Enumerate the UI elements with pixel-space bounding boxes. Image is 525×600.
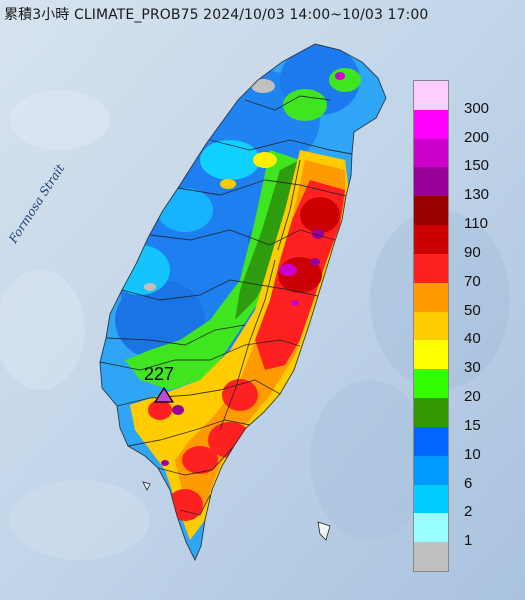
- legend-label: 30: [464, 359, 481, 377]
- legend-label: 20: [464, 388, 481, 406]
- legend-label: 130: [464, 186, 490, 204]
- station-value: 227: [144, 364, 175, 384]
- legend-colorbar: [413, 80, 449, 572]
- legend-swatch: [414, 455, 448, 486]
- legend-swatch: [414, 225, 448, 255]
- legend-swatch: [414, 542, 448, 572]
- station-marker[interactable]: [154, 387, 174, 403]
- legend-label: 110: [464, 215, 488, 233]
- legend-swatch: [414, 138, 448, 168]
- legend-label: 90: [464, 243, 481, 261]
- legend-label: 50: [464, 301, 481, 319]
- legend-swatch: [414, 513, 448, 543]
- sea-texture: [0, 90, 510, 560]
- legend-swatch: [414, 196, 448, 226]
- legend-swatch: [414, 340, 448, 370]
- legend-label: 70: [464, 272, 481, 290]
- legend-label: 6: [464, 474, 473, 492]
- legend-label: 15: [464, 416, 481, 434]
- liuqiu-island: [142, 481, 151, 491]
- legend-label: 2: [464, 503, 473, 521]
- legend-swatch: [414, 81, 448, 111]
- legend-swatch: [414, 311, 448, 341]
- legend-swatch: [414, 484, 448, 514]
- legend-swatch: [414, 398, 448, 428]
- green-island: [317, 521, 331, 541]
- map-title: 累積3小時 CLIMATE_PROB75 2024/10/03 14:00~10…: [4, 7, 429, 23]
- county-boundaries: [99, 43, 387, 561]
- legend-swatch: [414, 253, 448, 284]
- legend-swatch: [414, 109, 448, 140]
- legend-swatch: [414, 426, 448, 457]
- legend-label: 10: [464, 445, 481, 463]
- legend-label: 150: [464, 157, 490, 175]
- legend-label: 300: [464, 99, 490, 117]
- legend-swatch: [414, 369, 448, 399]
- legend-label: 1: [464, 532, 473, 550]
- legend-swatch: [414, 282, 448, 313]
- legend-label: 40: [464, 330, 481, 348]
- legend-swatch: [414, 167, 448, 197]
- legend-label: 200: [464, 128, 490, 146]
